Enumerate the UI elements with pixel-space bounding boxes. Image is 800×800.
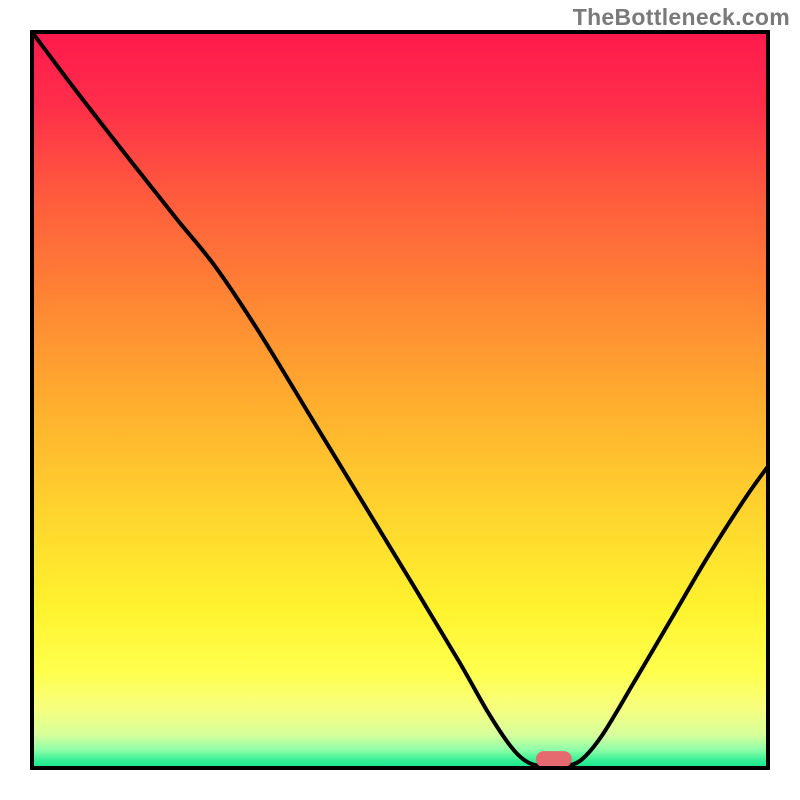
watermark-text: TheBottleneck.com: [573, 4, 790, 31]
bottleneck-chart: [0, 0, 800, 800]
optimal-point-marker: [536, 751, 572, 767]
chart-background: [32, 32, 768, 768]
